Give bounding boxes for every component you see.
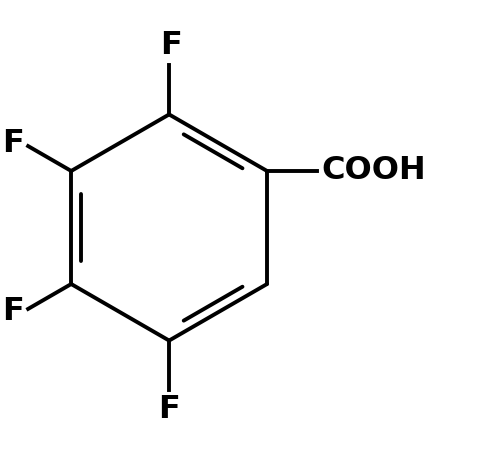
- Text: F: F: [160, 30, 182, 61]
- Text: COOH: COOH: [321, 156, 426, 187]
- Text: F: F: [2, 296, 24, 327]
- Text: F: F: [158, 394, 180, 425]
- Text: F: F: [2, 128, 24, 159]
